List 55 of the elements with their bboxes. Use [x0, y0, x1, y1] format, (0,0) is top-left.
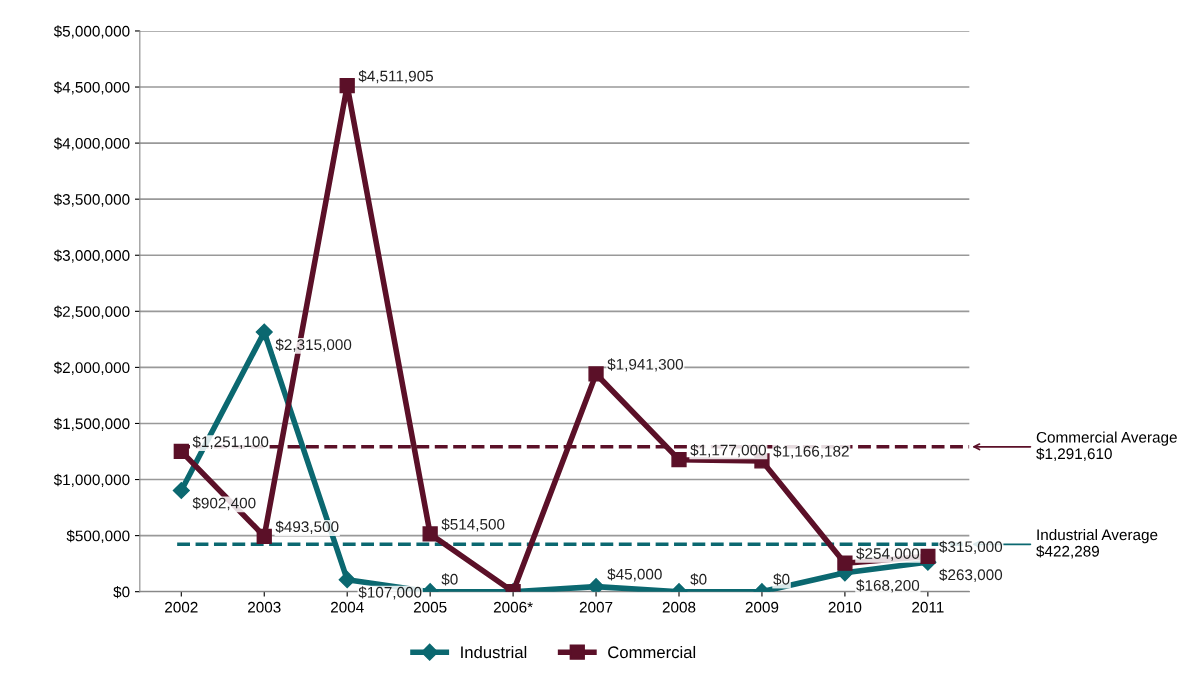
point	[588, 366, 604, 382]
data-label: $0	[773, 573, 790, 586]
data-label: $1,177,000	[690, 443, 766, 458]
data-label: $1,251,100	[192, 435, 269, 449]
data-label: $514,500	[441, 518, 505, 532]
data-label: $902,400	[192, 497, 256, 511]
y-tick-label: $500,000	[66, 529, 130, 544]
point	[587, 578, 605, 592]
y-tick-label: $4,000,000	[53, 137, 130, 151]
y-tick-label: $3,000,000	[53, 249, 130, 263]
point	[339, 78, 355, 94]
y-tick-label: $5,000,000	[53, 25, 130, 39]
y-tick-label: $1,500,000	[53, 417, 130, 431]
data-label: $315,000	[939, 540, 1003, 554]
data-label: $263,000	[939, 568, 1003, 582]
y-tick-label: $1,000,000	[53, 473, 130, 488]
legend-label: Commercial	[608, 645, 696, 659]
data-label: $1,166,182	[773, 445, 849, 459]
point	[671, 452, 687, 468]
data-label: $2,315,000	[275, 338, 352, 352]
x-tick-label: 2009	[745, 601, 779, 613]
x-tick-label: 2002	[165, 601, 198, 613]
ref-line-label: Commercial Average $1,291,610	[1036, 431, 1177, 461]
y-tick-label: $4,500,000	[53, 81, 130, 95]
data-label: $0	[690, 573, 707, 586]
y-tick-label: $2,500,000	[53, 305, 130, 319]
point	[256, 528, 272, 544]
data-label: $107,000	[358, 586, 422, 600]
data-label: $45,000	[607, 568, 662, 582]
data-label: $0	[441, 573, 458, 586]
legend-label: Industrial	[461, 645, 527, 659]
x-tick-label: 2007	[579, 601, 613, 613]
y-tick-label: $2,000,000	[53, 361, 130, 375]
point	[173, 443, 189, 460]
x-tick-label: 2004	[330, 601, 364, 613]
x-tick-label: 2005	[413, 601, 447, 613]
point	[255, 323, 273, 341]
y-tick-label: $0	[113, 585, 130, 599]
x-tick-label: 2003	[248, 601, 281, 613]
data-label: $168,200	[856, 579, 920, 593]
x-tick-label: 2008	[662, 601, 696, 613]
ref-line-label: Industrial Average $422,289	[1036, 528, 1158, 559]
point	[338, 571, 356, 589]
data-label: $4,511,905	[358, 70, 434, 84]
point	[172, 481, 190, 500]
point	[422, 526, 438, 542]
data-label: $1,941,300	[607, 358, 684, 372]
data-label: $254,000	[856, 547, 920, 561]
x-tick-label: 2010	[828, 601, 862, 613]
data-label: $493,500	[275, 520, 339, 534]
y-tick-label: $3,500,000	[53, 193, 130, 207]
x-tick-label: 2006*	[493, 601, 533, 613]
x-tick-label: 2011	[912, 601, 944, 613]
point	[837, 555, 853, 571]
point	[920, 548, 936, 564]
